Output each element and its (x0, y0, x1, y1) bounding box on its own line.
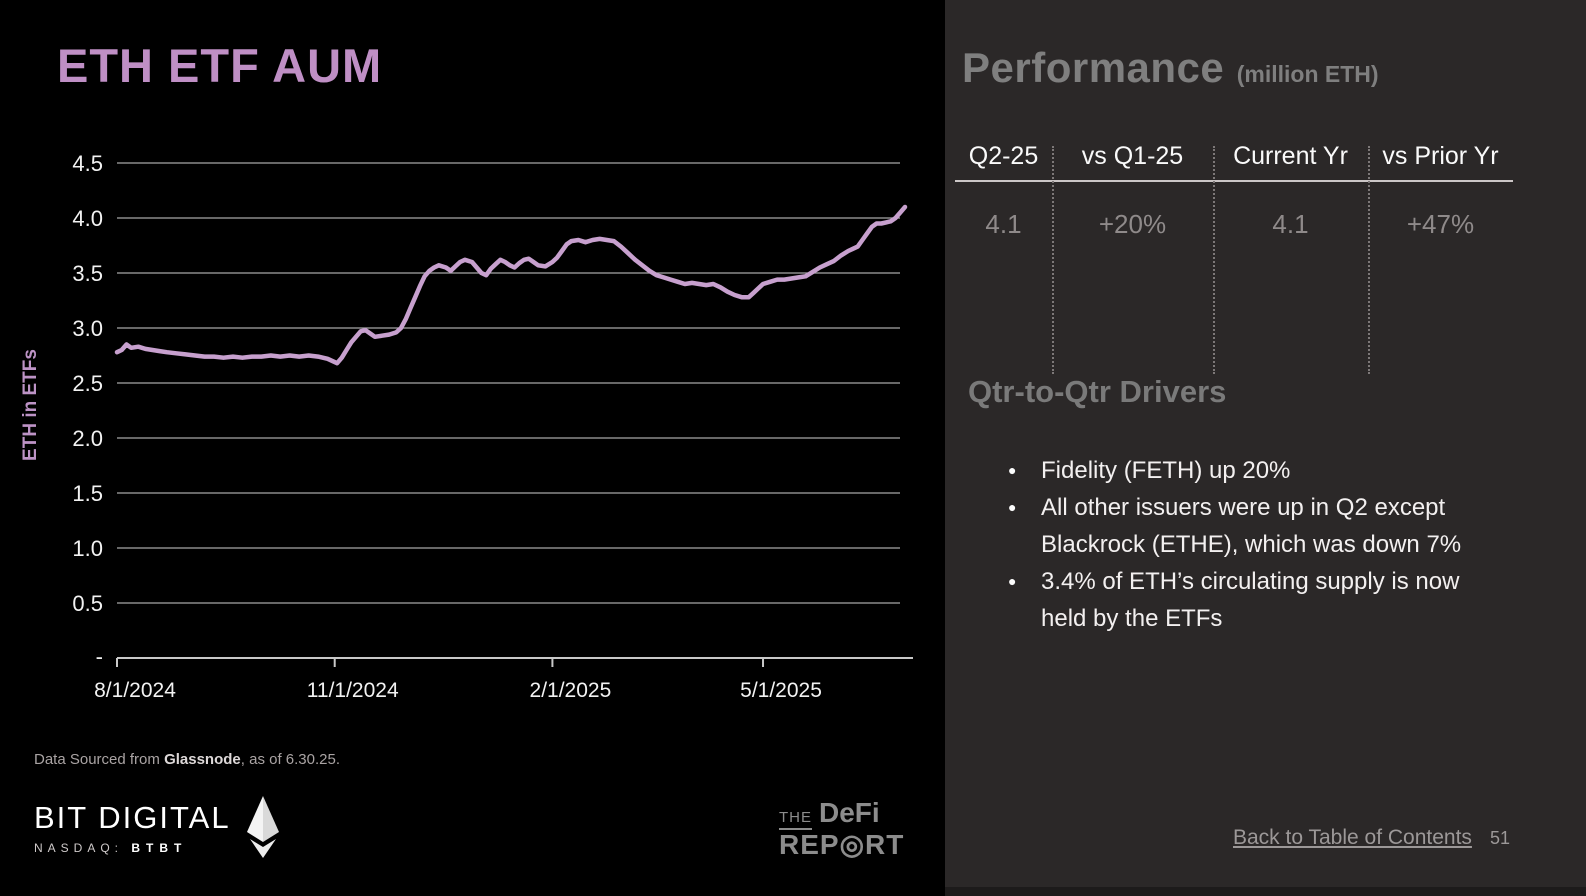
bottom-strip (945, 887, 1586, 896)
aum-line-chart: - 0.5 1.0 1.5 2.0 2.5 3.0 3.5 4.0 4.5 8/1/2024 11/1… (20, 151, 913, 702)
data-source-note: Data Sourced from Glassnode, as of 6.30.… (34, 751, 340, 768)
svg-text:11/1/2024: 11/1/2024 (307, 679, 399, 702)
list-item: ● All other issuers were up in Q2 except… (1008, 489, 1490, 563)
defi-logo-line1: THE DeFi (779, 797, 904, 830)
performance-heading: Performance (million ETH) (962, 44, 1379, 92)
defi-logo-line2: REP◎RT (779, 828, 904, 861)
svg-text:2/1/2025: 2/1/2025 (530, 679, 612, 702)
ethereum-diamond-icon (246, 796, 279, 858)
table-separator (1368, 146, 1370, 374)
svg-text:8/1/2024: 8/1/2024 (94, 679, 176, 702)
col-header-current-yr: Current Yr (1233, 142, 1348, 170)
bullseye-icon: ◎ (839, 829, 866, 860)
defi-rep-pre: REP (779, 829, 840, 860)
source-prefix: Data Sourced from (34, 751, 165, 768)
defi-report-logo: THE DeFi REP◎RT (779, 797, 904, 861)
bit-digital-wordmark: BIT DIGITAL (34, 799, 231, 835)
back-to-toc-link[interactable]: Back to Table of Contents (1233, 826, 1472, 849)
bullet-text: 3.4% of ETH’s circulating supply is now … (1041, 568, 1460, 632)
defi-the: THE (779, 809, 812, 830)
list-item: ● Fidelity (FETH) up 20% (1008, 452, 1490, 489)
value-q2-25: 4.1 (985, 209, 1022, 239)
svg-text:0.5: 0.5 (72, 591, 103, 616)
value-current-yr: 4.1 (1272, 209, 1309, 239)
source-brand: Glassnode (164, 751, 241, 768)
left-panel: ETH ETF AUM - 0.5 1.0 1.5 2.0 2.5 3.0 3.5 4.0 4.5… (20, 39, 913, 861)
performance-table: Q2-25 vs Q1-25 Current Yr vs Prior Yr 4.… (955, 142, 1513, 374)
page-number: 51 (1489, 828, 1510, 848)
performance-table-values: 4.1 +20% 4.1 +47% (955, 209, 1513, 240)
defi-rep-post: RT (865, 829, 905, 860)
performance-table-header: Q2-25 vs Q1-25 Current Yr vs Prior Yr (955, 142, 1513, 182)
col-header-vs-q1-25: vs Q1-25 (1081, 142, 1184, 170)
bullet-icon: ● (1008, 462, 1017, 478)
bit-digital-logo: BIT DIGITAL NASDAQ: BTBT (34, 795, 280, 859)
source-suffix: , as of 6.30.25. (240, 751, 341, 768)
list-item: ● 3.4% of ETH’s circulating supply is no… (1008, 563, 1490, 637)
svg-text:3.0: 3.0 (72, 316, 103, 341)
svg-text:-: - (96, 644, 103, 669)
value-vs-q1-25: +20% (1098, 209, 1167, 239)
drivers-bullet-list: ● Fidelity (FETH) up 20% ● All other iss… (1008, 452, 1490, 637)
table-separator (1052, 146, 1054, 374)
performance-subtitle: (million ETH) (1236, 61, 1379, 87)
footer-nav: Back to Table of Contents 51 (1233, 826, 1510, 850)
performance-title: Performance (962, 44, 1225, 91)
col-header-q2-25: Q2-25 (968, 142, 1039, 170)
bullet-icon: ● (1008, 499, 1017, 515)
svg-text:1.5: 1.5 (72, 481, 103, 506)
svg-text:2.5: 2.5 (72, 371, 103, 396)
value-vs-prior-yr: +47% (1406, 209, 1475, 239)
nasdaq-ticker-line: NASDAQ: BTBT (34, 841, 231, 855)
bit-digital-text: BIT DIGITAL NASDAQ: BTBT (34, 800, 231, 855)
right-panel: Performance (million ETH) Q2-25 vs Q1-25… (945, 0, 1586, 896)
svg-text:2.0: 2.0 (72, 426, 103, 451)
ticker-symbol: BTBT (131, 840, 188, 855)
svg-text:5/1/2025: 5/1/2025 (740, 679, 822, 702)
svg-text:4.5: 4.5 (72, 151, 103, 176)
svg-text:4.0: 4.0 (72, 206, 103, 231)
svg-text:3.5: 3.5 (72, 261, 103, 286)
bullet-text: All other issuers were up in Q2 except B… (1041, 494, 1462, 558)
svg-text:ETH in ETFs: ETH in ETFs (20, 349, 41, 461)
drivers-heading: Qtr-to-Qtr Drivers (968, 374, 1227, 409)
bullet-text: Fidelity (FETH) up 20% (1041, 457, 1291, 484)
table-separator (1213, 146, 1215, 374)
nasdaq-label: NASDAQ: (34, 840, 124, 855)
defi-name: DeFi (819, 797, 880, 828)
col-header-vs-prior-yr: vs Prior Yr (1382, 142, 1499, 170)
bullet-icon: ● (1008, 573, 1017, 589)
svg-text:1.0: 1.0 (72, 536, 103, 561)
page-title: ETH ETF AUM (57, 39, 383, 92)
